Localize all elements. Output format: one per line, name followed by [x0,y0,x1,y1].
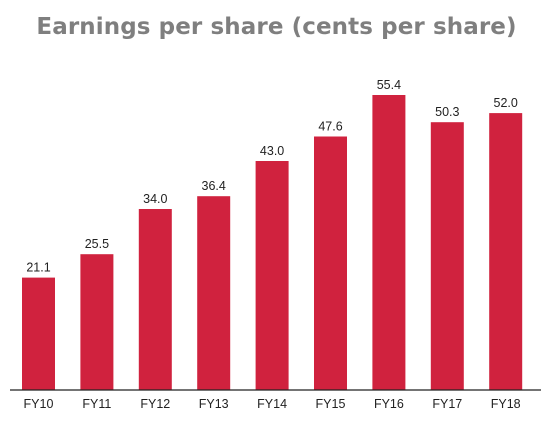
x-tick-labels-group: FY10 FY11 FY12 FY13 FY14 FY15 FY16 FY17 FY18 [24,397,521,411]
bar-fy11 [80,254,114,390]
x-tick-label-fy12: FY12 [140,397,170,411]
value-label-fy11: 25.5 [85,237,109,251]
bar-fy13 [197,196,231,390]
bars-group [22,95,523,390]
x-tick-label-fy15: FY15 [316,397,346,411]
value-label-fy14: 43.0 [260,144,284,158]
x-tick-label-fy16: FY16 [374,397,404,411]
value-label-fy13: 36.4 [202,179,226,193]
bar-fy18 [489,113,523,390]
value-labels-group: 21.1 25.5 34.0 36.4 43.0 47.6 55.4 50.3 52.0 [26,78,518,275]
bar-fy10 [22,277,55,390]
x-tick-label-fy18: FY18 [491,397,521,411]
value-label-fy17: 50.3 [435,105,459,119]
value-label-fy16: 55.4 [377,78,401,92]
bar-fy17 [430,122,464,390]
bar-fy14 [255,161,289,390]
x-tick-label-fy14: FY14 [257,397,287,411]
value-label-fy12: 34.0 [143,192,167,206]
x-tick-label-fy13: FY13 [199,397,229,411]
x-tick-label-fy10: FY10 [24,397,54,411]
x-tick-label-fy17: FY17 [432,397,462,411]
value-label-fy15: 47.6 [318,120,342,134]
bar-fy12 [138,209,172,390]
bar-fy16 [372,95,406,390]
value-label-fy10: 21.1 [26,261,50,275]
chart-title: Earnings per share (cents per share) [36,14,517,40]
value-label-fy18: 52.0 [494,96,518,110]
bar-fy15 [314,136,347,390]
x-tick-label-fy11: FY11 [82,397,111,411]
